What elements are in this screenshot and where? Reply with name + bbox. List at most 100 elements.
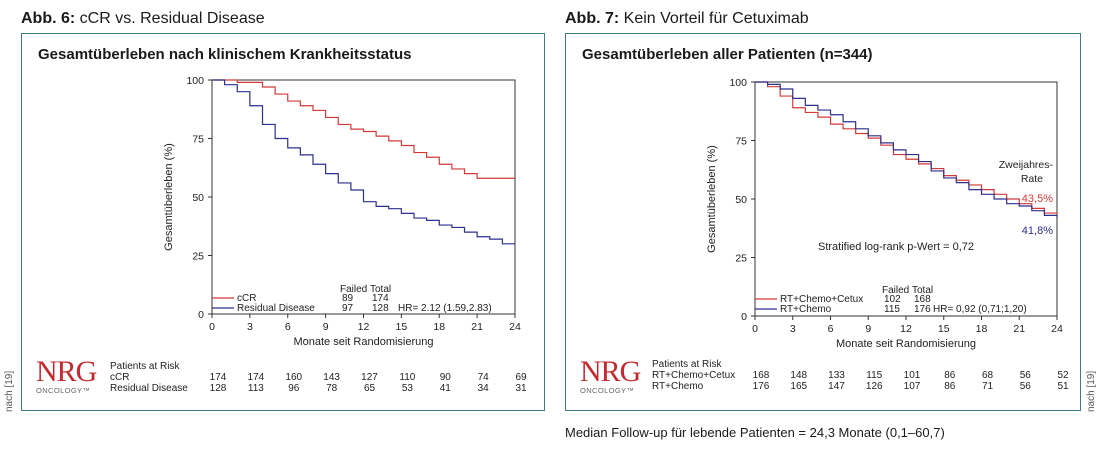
figure-7-panel: Gesamtüberleben aller Patienten (n=344) … bbox=[565, 33, 1081, 411]
survival-curve-red bbox=[755, 81, 1058, 215]
risk-value: 128 bbox=[210, 383, 227, 394]
legend-header-failed: Failed bbox=[340, 284, 367, 295]
x-tick-label: 21 bbox=[1013, 323, 1025, 335]
x-tick-label: 15 bbox=[396, 321, 408, 333]
x-tick-label: 12 bbox=[358, 321, 370, 333]
legend-failed-value: 102 bbox=[884, 294, 901, 305]
risk-value: 115 bbox=[866, 370, 882, 381]
risk-row-label: RT+Chemo+Cetux bbox=[652, 370, 735, 381]
x-tick-label: 18 bbox=[433, 321, 445, 333]
risk-value: 41 bbox=[440, 383, 452, 394]
risk-value: 113 bbox=[248, 383, 264, 394]
risk-value: 147 bbox=[828, 381, 845, 392]
risk-row-label: cCR bbox=[110, 372, 129, 383]
rate-blue-value: 41,8% bbox=[1022, 225, 1053, 237]
risk-value: 107 bbox=[904, 381, 921, 392]
legend-header-total: Total bbox=[912, 285, 933, 296]
risk-value: 165 bbox=[790, 381, 807, 392]
nrg-logo-subtext: ONCOLOGY™ bbox=[36, 386, 91, 395]
risk-value: 34 bbox=[478, 383, 490, 394]
legend-failed-value: 97 bbox=[342, 303, 354, 314]
risk-value: 56 bbox=[1020, 370, 1032, 381]
figure-6-label: Abb. 6: bbox=[21, 10, 76, 27]
figure-7-label: Abb. 7: bbox=[565, 10, 620, 27]
x-tick-label: 6 bbox=[828, 323, 834, 335]
source-note-left: nach [19] bbox=[4, 370, 15, 412]
survival-curve-blue bbox=[755, 81, 1058, 219]
risk-row-label: RT+Chemo bbox=[652, 381, 704, 392]
nrg-logo-subtext: ONCOLOGY™ bbox=[580, 386, 635, 395]
survival-curve-blue bbox=[212, 79, 515, 245]
risk-value: 127 bbox=[361, 372, 378, 383]
risk-value: 168 bbox=[753, 370, 770, 381]
risk-value: 53 bbox=[402, 383, 414, 394]
x-tick-label: 15 bbox=[938, 323, 950, 335]
x-tick-label: 18 bbox=[976, 323, 988, 335]
x-tick-label: 24 bbox=[509, 321, 521, 333]
nrg-logo-text: NRG bbox=[36, 355, 97, 388]
legend-total-value: 128 bbox=[372, 303, 389, 314]
legend-label: Residual Disease bbox=[237, 303, 315, 314]
survival-chart-2: 0 3 6 9 12 15 18 21 24 0 25 50 75 100 Monate seit Rand… bbox=[652, 77, 1069, 392]
y-tick-label: 100 bbox=[729, 77, 747, 89]
x-tick-label: 6 bbox=[285, 321, 291, 333]
figure-6-caption: cCR vs. Residual Disease bbox=[79, 10, 265, 27]
x-tick-label: 21 bbox=[471, 321, 483, 333]
figure-6-heading: Abb. 6: cCR vs. Residual Disease bbox=[21, 10, 265, 28]
x-axis-label: Monate seit Randomisierung bbox=[836, 338, 976, 350]
risk-value: 65 bbox=[364, 383, 376, 394]
risk-value: 86 bbox=[944, 381, 956, 392]
x-tick-label: 3 bbox=[247, 321, 253, 333]
figure-6-panel: Gesamtüberleben nach klinischem Krankhei… bbox=[21, 33, 545, 411]
rate-red-value: 43,5% bbox=[1022, 193, 1053, 205]
risk-value: 174 bbox=[248, 372, 265, 383]
survival-curve-red bbox=[212, 79, 515, 179]
legend-header-total: Total bbox=[370, 284, 391, 295]
risk-value: 101 bbox=[904, 370, 921, 381]
x-tick-label: 0 bbox=[752, 323, 758, 335]
risk-value: 52 bbox=[1057, 370, 1069, 381]
risk-value: 90 bbox=[440, 372, 452, 383]
nrg-logo-text: NRG bbox=[580, 355, 641, 388]
x-tick-label: 3 bbox=[790, 323, 796, 335]
risk-value: 74 bbox=[478, 372, 490, 383]
risk-value: 86 bbox=[944, 370, 956, 381]
risk-value: 51 bbox=[1057, 381, 1069, 392]
y-axis-label: Gesamtüberleben (%) bbox=[706, 145, 718, 253]
legend-label: RT+Chemo bbox=[780, 304, 832, 315]
risk-value: 110 bbox=[399, 372, 415, 383]
risk-table-header: Patients at Risk bbox=[110, 361, 180, 372]
legend-label: RT+Chemo+Cetux bbox=[780, 294, 863, 305]
risk-value: 176 bbox=[753, 381, 770, 392]
risk-value: 148 bbox=[790, 370, 807, 381]
risk-row-label: Residual Disease bbox=[110, 383, 188, 394]
y-tick-label: 100 bbox=[186, 75, 204, 87]
y-tick-label: 25 bbox=[192, 251, 204, 263]
risk-value: 31 bbox=[515, 383, 527, 394]
risk-value: 126 bbox=[866, 381, 883, 392]
risk-value: 143 bbox=[323, 372, 340, 383]
risk-value: 69 bbox=[515, 372, 527, 383]
figure-7-title: Gesamtüberleben aller Patienten (n=344) bbox=[582, 46, 873, 63]
nrg-oncology-logo: NRG ONCOLOGY™ bbox=[36, 355, 97, 398]
source-note-right: nach [19] bbox=[1086, 370, 1097, 412]
risk-table-header: Patients at Risk bbox=[652, 359, 722, 370]
risk-value: 68 bbox=[982, 370, 994, 381]
y-tick-label: 50 bbox=[192, 192, 204, 204]
logrank-p-value: Stratified log-rank p-Wert = 0,72 bbox=[818, 241, 974, 253]
y-axis-label: Gesamtüberleben (%) bbox=[163, 143, 175, 251]
legend-total-value: 176 bbox=[914, 304, 931, 315]
figure-6-title: Gesamtüberleben nach klinischem Krankhei… bbox=[38, 46, 412, 63]
risk-value: 78 bbox=[326, 383, 338, 394]
rate-title-line2: Rate bbox=[1021, 173, 1043, 185]
risk-value: 133 bbox=[828, 370, 845, 381]
rate-title-line1: Zweijahres- bbox=[999, 159, 1054, 171]
hazard-ratio: HR= 2.12 (1.59,2.83) bbox=[398, 303, 492, 314]
risk-value: 71 bbox=[982, 381, 994, 392]
legend-total-value: 168 bbox=[914, 294, 931, 305]
y-tick-label: 0 bbox=[741, 311, 747, 323]
median-follow-up-note: Median Follow-up für lebende Patienten =… bbox=[565, 425, 945, 440]
x-tick-label: 9 bbox=[323, 321, 329, 333]
y-tick-label: 75 bbox=[192, 134, 204, 146]
